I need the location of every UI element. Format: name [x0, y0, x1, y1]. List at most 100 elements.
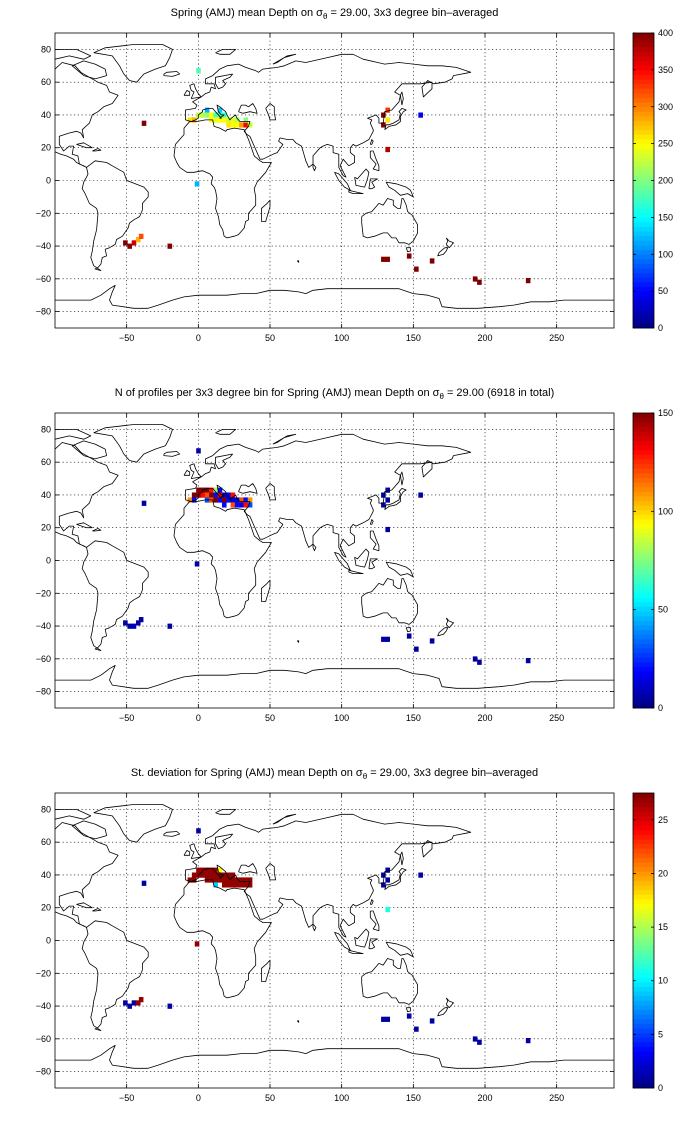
data-cell [385, 487, 390, 493]
x-tick-label: 250 [549, 713, 564, 723]
y-tick-label: 40 [41, 490, 51, 500]
colorbar-step [633, 1078, 654, 1084]
colorbar-step [633, 226, 654, 232]
data-cell [230, 117, 236, 123]
data-cell [209, 487, 214, 493]
x-tick-label: 0 [196, 333, 201, 343]
coastline [369, 899, 374, 905]
colorbar-tick-label: 5 [658, 1029, 663, 1039]
colorbar-step [633, 286, 654, 292]
data-cell [385, 1016, 390, 1022]
colorbar-step [633, 848, 654, 854]
colorbar-step [633, 671, 654, 677]
coastline [238, 863, 258, 874]
coastline [384, 488, 407, 511]
data-cell [194, 181, 200, 187]
x-tick-label: 200 [477, 1093, 492, 1103]
coastline [369, 139, 374, 145]
data-cell [196, 487, 201, 493]
coastlines [55, 44, 614, 309]
data-cell [204, 872, 210, 878]
x-tick-label: 100 [334, 1093, 349, 1103]
x-tick-label: 150 [406, 1093, 421, 1103]
coastline [312, 923, 317, 932]
coastline [400, 471, 404, 486]
colorbar-step [633, 413, 654, 419]
coastline [445, 997, 454, 1009]
colorbar-step [633, 217, 654, 223]
data-cell [221, 882, 227, 888]
colorbar-step [633, 1041, 654, 1047]
data-cell [187, 877, 193, 883]
colorbar-step [633, 514, 654, 520]
data-cell [381, 492, 386, 498]
data-cell [381, 502, 386, 508]
data-cell [414, 646, 419, 652]
data-cell [385, 867, 390, 873]
colorbar-step [633, 272, 654, 278]
data-cell [381, 112, 386, 118]
data-cell [243, 877, 249, 883]
coastline [361, 578, 418, 625]
data-cell [213, 497, 218, 503]
data-cell [213, 877, 218, 883]
colorbar-step [633, 986, 654, 992]
colorbar-step [633, 74, 654, 80]
coastline [93, 424, 173, 463]
data-cell [429, 638, 435, 644]
colorbar-step [633, 500, 654, 506]
data-cell [230, 497, 236, 503]
data-cell [213, 882, 218, 888]
colorbar-step [633, 977, 654, 983]
colorbar-step [633, 1051, 654, 1057]
data-cell [239, 497, 244, 503]
data-cell [217, 877, 223, 883]
data-cell [141, 120, 147, 126]
colorbar-tick-label: 100 [658, 506, 673, 516]
data-cell [381, 256, 386, 262]
y-tick-label: −20 [36, 968, 51, 978]
colorbar-step [633, 139, 654, 145]
coastline [185, 53, 472, 178]
colorbar-tick-label: 100 [658, 249, 673, 259]
coastline [369, 530, 380, 552]
data-cell [204, 107, 210, 113]
colorbar-step [633, 1064, 654, 1070]
y-tick-label: 80 [41, 804, 51, 814]
data-cell [213, 872, 218, 878]
colorbar-step [633, 69, 654, 75]
data-cell [472, 276, 478, 282]
data-cell [234, 877, 240, 883]
data-cell [204, 492, 210, 498]
chart-panel-1: −50 0 50 100 150 200 250 −80 −60 −40 −20 0 20 40 60 80 S… [36, 7, 673, 343]
colorbar-step [633, 129, 654, 135]
data-cell [200, 872, 206, 878]
y-tick-label: 40 [41, 110, 51, 120]
data-cell [138, 233, 144, 239]
data-cell [226, 882, 231, 888]
colorbar-step [633, 472, 654, 478]
colorbar-step [633, 309, 654, 315]
colorbar-step [633, 991, 654, 997]
data-cell [381, 122, 386, 128]
data-cell [418, 872, 423, 878]
coastline [173, 119, 272, 239]
colorbar-frame [632, 792, 655, 1089]
coastline [81, 540, 149, 651]
data-cell [406, 1013, 412, 1019]
colorbar-step [633, 825, 654, 831]
colorbar-step [633, 300, 654, 306]
y-tick-label: 80 [41, 44, 51, 54]
data-cell [200, 492, 206, 498]
colorbar-step [633, 578, 654, 584]
colorbar-tick-label: 400 [658, 28, 673, 38]
x-tick-label: 250 [549, 1093, 564, 1103]
colorbar-step [633, 477, 654, 483]
data-cell [414, 1026, 419, 1032]
y-tick-label: 40 [41, 870, 51, 880]
data-cell [213, 492, 218, 498]
coastline [189, 463, 202, 479]
coastline [55, 285, 614, 309]
coastline [183, 850, 191, 856]
data-cell [385, 146, 390, 153]
